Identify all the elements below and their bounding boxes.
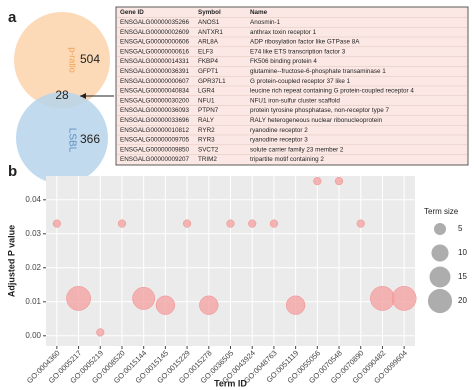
table-cell: ELF3 (198, 48, 214, 55)
legend-bubble (431, 244, 449, 262)
table-cell: ENSGALG00000014331 (120, 58, 189, 65)
legend-bubble (429, 266, 451, 288)
table-cell: ENSGALG00000000607 (120, 78, 189, 85)
table-cell: ENSGALG00000000616 (120, 48, 189, 55)
bubble (199, 295, 219, 315)
venn-circle-bottom (16, 92, 108, 184)
table-cell: tripartite motif containing 2 (250, 156, 324, 163)
table-cell: ENSGALG00000010812 (120, 127, 189, 134)
table-cell: RYR2 (198, 127, 215, 134)
table-cell: LGR4 (198, 88, 215, 95)
table-cell: ENSGALG00000002609 (120, 29, 189, 36)
legend-label: 20 (458, 296, 467, 305)
venn-count: 28 (55, 88, 69, 102)
table-cell: ENSGALG00000009705 (120, 137, 189, 144)
table-cell: ENSGALG00000040834 (120, 88, 189, 95)
table-header: Symbol (198, 9, 221, 16)
bubble (117, 219, 127, 228)
table-cell: FKBP4 (198, 58, 218, 65)
table-cell: Anosmin-1 (250, 19, 281, 26)
bubble (334, 177, 344, 186)
venn-count: 504 (80, 52, 100, 66)
chart: 0.000.010.020.030.04GO:0004360GO:0005217… (6, 176, 467, 388)
venn-count: 366 (80, 132, 100, 146)
table-cell: ADP ribosylation factor like GTPase 8A (250, 39, 360, 46)
table-cell: glutamine--fructose-6-phosphate transami… (250, 68, 386, 75)
bubble (248, 219, 257, 228)
table-cell: ENSGALG00000000606 (120, 39, 189, 46)
bubble (286, 295, 306, 315)
table-cell: ENSGALG00000009207 (120, 156, 189, 163)
y-tick-label: 0.03 (25, 229, 41, 238)
bubble (52, 219, 61, 228)
table-cell: solute carrier family 23 member 2 (250, 146, 344, 153)
bubble (269, 219, 278, 228)
bubble (66, 286, 91, 311)
table-cell: PTPN7 (198, 107, 219, 114)
panel-label: a (8, 9, 17, 26)
table-cell: protein tyrosine phosphatase, non-recept… (250, 107, 389, 114)
table-cell: RYR3 (198, 137, 215, 144)
table-cell: ENSGALG00000033696 (120, 117, 189, 124)
table-cell: RALY (198, 117, 215, 124)
table-cell: ENSGALG00000030200 (120, 97, 189, 104)
y-tick-label: 0.04 (25, 195, 41, 204)
venn-set-name: LSBL (66, 128, 77, 153)
table-cell: ryanodine receptor 3 (250, 137, 308, 144)
y-tick-label: 0.00 (25, 331, 41, 340)
table-cell: ENSGALG00000036391 (120, 68, 189, 75)
bubble (370, 286, 395, 311)
legend-label: 5 (458, 224, 463, 233)
bubble (96, 328, 105, 337)
table-cell: ENSGALG00000009850 (120, 146, 189, 153)
table-cell: GPR37L1 (198, 78, 226, 85)
bubble (132, 287, 156, 310)
table-cell: ANOS1 (198, 19, 220, 26)
legend-label: 10 (458, 248, 467, 257)
legend-label: 15 (458, 272, 467, 281)
table-cell: FK506 binding protein 4 (250, 58, 317, 65)
y-axis-title: Adjusted P value (6, 225, 16, 297)
table-cell: NFU1 iron-sulfur cluster scaffold (250, 97, 340, 104)
table-header: Name (250, 9, 268, 16)
table-cell: GFPT1 (198, 68, 219, 75)
venn-set-name: p-ratio (68, 47, 78, 73)
x-axis-title: Term ID (214, 378, 247, 388)
y-tick-label: 0.01 (25, 297, 41, 306)
bubble (313, 177, 322, 186)
table-cell: ANTXR1 (198, 29, 223, 36)
bubble (226, 219, 235, 228)
legend-bubble (427, 288, 453, 314)
bubble (155, 295, 175, 315)
panel-label: b (8, 163, 17, 180)
table-cell: ryanodine receptor 2 (250, 127, 308, 134)
legend-title: Term size (424, 207, 459, 216)
arrow-head (80, 93, 86, 99)
table-cell: leucine rich repeat containing G protein… (250, 88, 414, 95)
table-cell: NFU1 (198, 97, 215, 104)
legend-bubble (433, 222, 447, 236)
bubble (183, 219, 192, 228)
table-header: Gene ID (120, 9, 144, 16)
table-cell: ENSGALG00000036093 (120, 107, 189, 114)
table-cell: anthrax toxin receptor 1 (250, 29, 317, 36)
venn-circle-top (14, 12, 110, 108)
y-tick-label: 0.02 (25, 263, 41, 272)
bubble (391, 286, 417, 311)
table-cell: RALY heterogeneous nuclear ribonucleopro… (250, 117, 383, 124)
table: Gene ID Symbol Name ENSGALG00000035266 ANOS1… (117, 9, 467, 163)
table-cell: ARL8A (198, 39, 219, 46)
bubble (356, 219, 365, 228)
table-cell: ENSGALG00000035266 (120, 19, 189, 26)
table-cell: G protein-coupled receptor 37 like 1 (250, 78, 351, 85)
table-cell: E74 like ETS transcription factor 3 (250, 48, 346, 55)
table-cell: SVCT2 (198, 146, 219, 153)
table-cell: TRIM2 (198, 156, 217, 163)
